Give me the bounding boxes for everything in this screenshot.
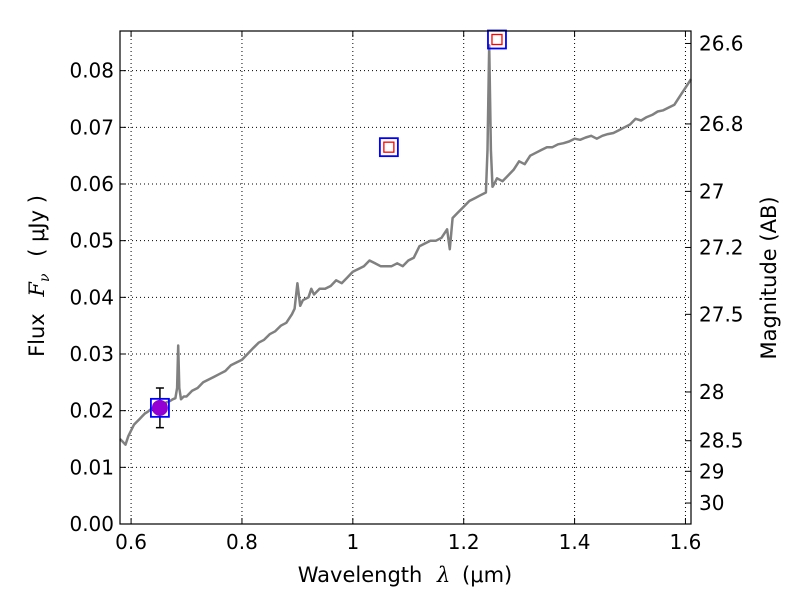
y2-tick-label: 28 [699,380,724,404]
inner-square-marker [491,33,503,46]
photometry-point-filled-point [150,387,170,429]
x-axis-label-unit: (μm) [462,563,512,587]
y-axis-label: Flux Fν ( μJy ) [25,195,54,357]
x-axis-label: Wavelength λ (μm) [298,563,512,587]
x-axis-label-text: Wavelength [298,563,423,587]
y2-tick-label: 26.6 [699,31,744,55]
y-tick-label: 0.04 [69,285,114,309]
grid-lines [120,31,691,525]
photometry-point-box-1.06 [378,137,399,158]
y-axis-label-text: Flux [25,313,49,357]
photometry-point-box-1.26 [487,29,507,50]
x-axis-label-symbol: λ [436,563,450,587]
square-marker [150,397,170,418]
x-tick-label: 1.4 [559,530,591,554]
x-tick-label: 0.8 [226,530,258,554]
plot-frame [119,30,692,525]
square-marker [378,137,399,158]
y2-axis-label: Magnitude (AB) [757,196,781,359]
y2-tick-label: 29 [699,459,724,483]
y-axis-label-subscript: ν [37,273,53,282]
y-tick-label: 0.05 [69,229,114,253]
y2-axis-ticks: 26.6 26.8 27 27.2 27.5 28 28.5 29 30 [685,31,744,515]
y-axis-label-unit: ( μJy ) [25,195,49,257]
y-tick-label: 0.03 [69,342,114,366]
x-tick-label: 1 [346,530,359,554]
square-marker [487,29,507,50]
y2-tick-label: 26.8 [699,112,744,136]
spectrum-series [119,43,693,446]
x-tick-label: 1.6 [670,530,702,554]
y-tick-label: 0.00 [69,512,114,536]
y2-tick-label: 27.5 [699,302,744,326]
y2-tick-label: 28.5 [699,429,744,453]
y-tick-label: 0.07 [69,115,114,139]
y-tick-label: 0.06 [69,172,114,196]
y-tick-label: 0.01 [69,455,114,479]
y2-tick-label: 30 [699,491,724,515]
x-axis-ticks: 0.6 0.8 1 1.2 1.4 1.6 [115,31,701,554]
y-tick-label: 0.02 [69,399,114,423]
spectrum-line [119,43,693,446]
x-tick-label: 0.6 [115,530,147,554]
y2-tick-label: 27.2 [699,235,744,259]
inner-square-marker [383,141,395,153]
filled-circle-marker [151,399,168,416]
x-tick-label: 1.2 [448,530,480,554]
y-tick-label: 0.08 [69,59,114,83]
y-axis-label-symbol: F [25,281,49,298]
photometry-points [150,29,507,429]
y2-tick-label: 27 [699,179,724,203]
y-axis-ticks: 0.00 0.01 0.02 0.03 0.04 0.05 0.06 0.07 0.08 [69,59,126,536]
